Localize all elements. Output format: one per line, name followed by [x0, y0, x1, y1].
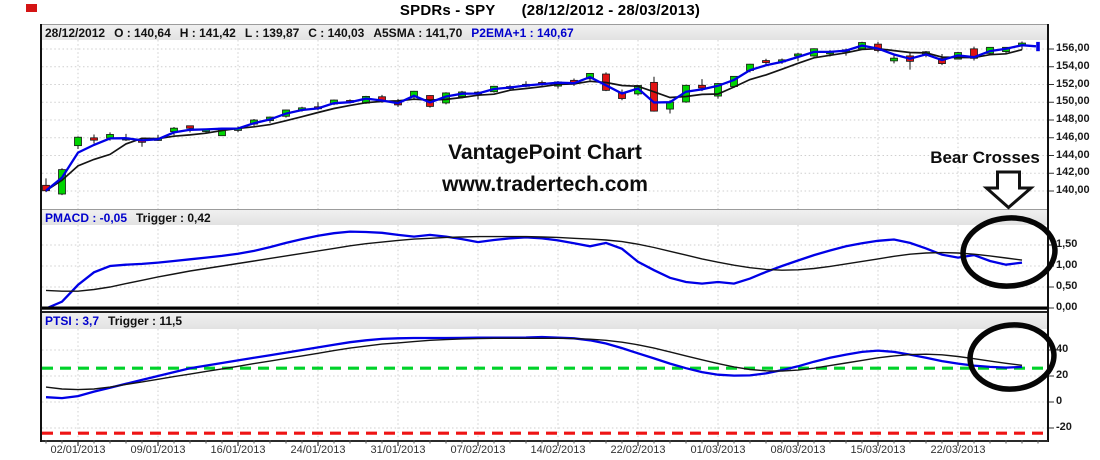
- watermark-line1: VantagePoint Chart: [448, 141, 642, 164]
- ptsi-trigger-value: Trigger : 11,5: [108, 314, 183, 328]
- pmacd-line: [45, 230, 1023, 310]
- info-low: L : 139,87: [244, 25, 300, 40]
- watermark: VantagePoint Chart www.tradertech.com: [425, 137, 665, 201]
- ptsi-line: [45, 335, 1023, 400]
- bear-crosses-label: Bear Crosses: [930, 148, 1040, 167]
- red-marker-icon: [26, 4, 37, 12]
- chart-title: SPDRs - SPY (28/12/2012 - 28/03/2013): [0, 2, 1100, 19]
- info-high: H : 141,42: [179, 25, 236, 40]
- watermark-line2: www.tradertech.com: [442, 173, 648, 196]
- info-a5sma: A5SMA : 141,70: [373, 25, 463, 40]
- pmacd-value: PMACD : -0,05: [45, 210, 128, 225]
- title-symbol: SPDRs - SPY: [399, 2, 496, 19]
- ptsi-value: PTSI : 3,7: [45, 314, 100, 328]
- info-p2ema: P2EMA+1 : 140,67: [471, 25, 574, 40]
- title-date-range: (28/12/2012 - 28/03/2013): [521, 2, 701, 19]
- info-open: O : 140,64: [114, 25, 171, 40]
- gridlines: [42, 40, 1048, 440]
- bottom-axis: [42, 440, 1048, 442]
- pmacd-info-bar: PMACD : -0,05 Trigger : 0,42: [42, 209, 1048, 225]
- ptsi-info-bar: PTSI : 3,7 Trigger : 11,5: [42, 311, 1048, 329]
- down-arrow-icon: [982, 170, 1036, 210]
- price-info-bar: 28/12/2012 O : 140,64 H : 141,42 L : 139…: [42, 24, 1048, 40]
- predicted-bar-marker: [1036, 41, 1040, 52]
- pmacd-trigger-value: Trigger : 0,42: [136, 210, 211, 225]
- info-close: C : 140,03: [308, 25, 365, 40]
- a5sma-line: [45, 47, 1023, 192]
- p2ema-line: [45, 44, 1037, 192]
- bear-cross-circle-pmacd: [960, 215, 1058, 289]
- pmacd-trigger-line: [45, 235, 1023, 292]
- bear-cross-circle-ptsi: [967, 322, 1057, 392]
- info-date: 28/12/2012: [45, 25, 106, 40]
- ptsi-trigger-line: [45, 337, 1023, 391]
- left-axis: [40, 24, 42, 442]
- pmacd-zero-line: [42, 306, 1048, 310]
